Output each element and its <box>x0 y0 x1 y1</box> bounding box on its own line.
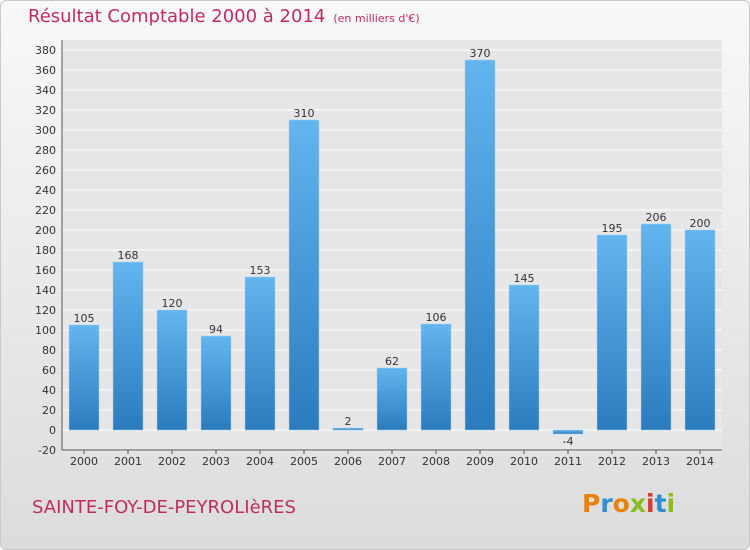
x-tick-label-2006: 2006 <box>334 455 362 468</box>
bar-2004 <box>244 276 276 431</box>
bar-2002 <box>156 309 188 431</box>
x-tick-label-2008: 2008 <box>422 455 450 468</box>
x-tick-label-2005: 2005 <box>290 455 318 468</box>
data-label-2006: 2 <box>345 415 352 428</box>
logo-letter: t <box>654 489 667 518</box>
data-label-2000: 105 <box>74 312 95 325</box>
bar-2001 <box>112 261 144 431</box>
logo-letter: o <box>612 489 630 518</box>
y-tick-label: 0 <box>49 424 56 437</box>
y-tick-label: 100 <box>35 324 56 337</box>
logo-letter: i <box>666 489 676 518</box>
x-tick-label-2013: 2013 <box>642 455 670 468</box>
y-tick-label: 120 <box>35 304 56 317</box>
data-label-2004: 153 <box>250 264 271 277</box>
bar-2003 <box>200 335 232 431</box>
y-tick-label: 340 <box>35 84 56 97</box>
bar-2011 <box>552 429 584 435</box>
y-tick-label: 200 <box>35 224 56 237</box>
data-label-2012: 195 <box>602 222 623 235</box>
x-tick-label-2000: 2000 <box>70 455 98 468</box>
data-label-2002: 120 <box>162 297 183 310</box>
x-tick-label-2004: 2004 <box>246 455 274 468</box>
chart-title: Résultat Comptable 2000 à 2014 <box>28 6 326 27</box>
y-tick-label: 260 <box>35 164 56 177</box>
y-tick-label: 80 <box>42 344 56 357</box>
data-label-2003: 94 <box>209 323 223 336</box>
x-tick-label-2002: 2002 <box>158 455 186 468</box>
y-tick-label: 300 <box>35 124 56 137</box>
x-tick-label-2010: 2010 <box>510 455 538 468</box>
y-tick-label: -20 <box>38 444 56 457</box>
y-tick-label: 20 <box>42 404 56 417</box>
chart-title-line: Résultat Comptable 2000 à 2014 (en millie… <box>28 6 420 27</box>
x-tick-label-2014: 2014 <box>686 455 714 468</box>
bar-2006 <box>332 427 364 431</box>
data-label-2005: 310 <box>294 107 315 120</box>
logo-letter: P <box>582 489 601 518</box>
y-tick-label: 220 <box>35 204 56 217</box>
logo-letter: x <box>629 489 646 518</box>
data-label-2007: 62 <box>385 355 399 368</box>
y-tick-label: 280 <box>35 144 56 157</box>
data-label-2001: 168 <box>118 249 139 262</box>
y-tick-label: 240 <box>35 184 56 197</box>
bar-2013 <box>640 223 672 431</box>
x-tick-label-2009: 2009 <box>466 455 494 468</box>
x-tick-label-2001: 2001 <box>114 455 142 468</box>
y-tick-label: 40 <box>42 384 56 397</box>
proxiti-logo: Proxiti <box>582 489 675 518</box>
data-label-2010: 145 <box>514 272 535 285</box>
logo-letter: i <box>646 489 655 518</box>
data-label-2011: -4 <box>563 435 574 448</box>
y-tick-label: 360 <box>35 64 56 77</box>
commune-name: SAINTE-FOY-DE-PEYROLIèRES <box>32 497 296 518</box>
data-label-2008: 106 <box>426 311 447 324</box>
x-tick-label-2003: 2003 <box>202 455 230 468</box>
x-tick-label-2012: 2012 <box>598 455 626 468</box>
y-tick-label: 320 <box>35 104 56 117</box>
y-tick-label: 60 <box>42 364 56 377</box>
bar-2008 <box>420 323 452 431</box>
bar-2007 <box>376 367 408 431</box>
bar-2000 <box>68 324 100 431</box>
y-tick-label: 180 <box>35 244 56 257</box>
bar-2010 <box>508 284 540 431</box>
data-label-2014: 200 <box>690 217 711 230</box>
bar-2012 <box>596 234 628 431</box>
x-tick-label-2007: 2007 <box>378 455 406 468</box>
data-label-2009: 370 <box>470 47 491 60</box>
y-tick-label: 140 <box>35 284 56 297</box>
y-tick-label: 160 <box>35 264 56 277</box>
y-tick-label: 380 <box>35 44 56 57</box>
chart-unit: (en milliers d'€) <box>333 12 420 25</box>
bar-2014 <box>684 229 716 431</box>
x-tick-label-2011: 2011 <box>554 455 582 468</box>
logo-letter: r <box>600 489 613 518</box>
bar-2005 <box>288 119 320 431</box>
data-label-2013: 206 <box>646 211 667 224</box>
bar-2009 <box>464 59 496 431</box>
